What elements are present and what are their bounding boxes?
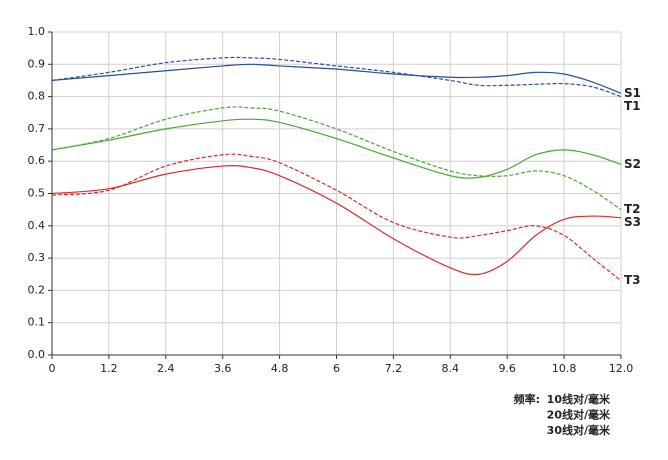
x-tick-label: 1.2 — [100, 362, 118, 375]
series-label: T2 — [624, 202, 641, 216]
y-tick-label: 0.7 — [28, 122, 46, 135]
series-line — [51, 118, 622, 179]
series-line — [51, 56, 622, 98]
series-label: S3 — [624, 215, 641, 229]
x-tick-label: 0 — [49, 362, 56, 375]
series-line — [51, 63, 622, 94]
x-tick-label: 8.4 — [442, 362, 460, 375]
y-tick-label: 0.3 — [28, 251, 46, 264]
x-tick-label: 12.0 — [609, 362, 634, 375]
y-tick-label: 0.2 — [28, 283, 46, 296]
y-tick-label: 0.0 — [28, 348, 46, 361]
legend-item: 20线对/毫米 — [547, 408, 611, 422]
y-tick-label: 0.5 — [28, 187, 46, 200]
x-tick-label: 3.6 — [214, 362, 232, 375]
x-tick-label: 6 — [333, 362, 340, 375]
x-tick-label: 10.8 — [552, 362, 577, 375]
series-line — [51, 153, 622, 282]
series-label: T3 — [624, 273, 641, 287]
legend-item: 10线对/毫米 — [547, 392, 611, 406]
series-label: T1 — [624, 99, 641, 113]
y-tick-label: 0.1 — [28, 316, 46, 329]
series-label: S2 — [624, 157, 641, 171]
x-tick-label: 7.2 — [385, 362, 403, 375]
series-line — [51, 106, 622, 211]
x-tick-label: 2.4 — [157, 362, 175, 375]
series-label: S1 — [624, 86, 641, 100]
y-tick-label: 0.9 — [28, 57, 46, 70]
y-tick-label: 0.8 — [28, 90, 46, 103]
x-tick-label: 9.6 — [498, 362, 516, 375]
legend-item: 30线对/毫米 — [547, 423, 611, 437]
legend-title: 频率: — [514, 392, 540, 406]
series-line — [51, 165, 622, 276]
x-tick-label: 4.8 — [271, 362, 289, 375]
y-tick-label: 0.6 — [28, 154, 46, 167]
y-tick-label: 0.4 — [28, 219, 46, 232]
y-tick-label: 1.0 — [28, 25, 46, 38]
